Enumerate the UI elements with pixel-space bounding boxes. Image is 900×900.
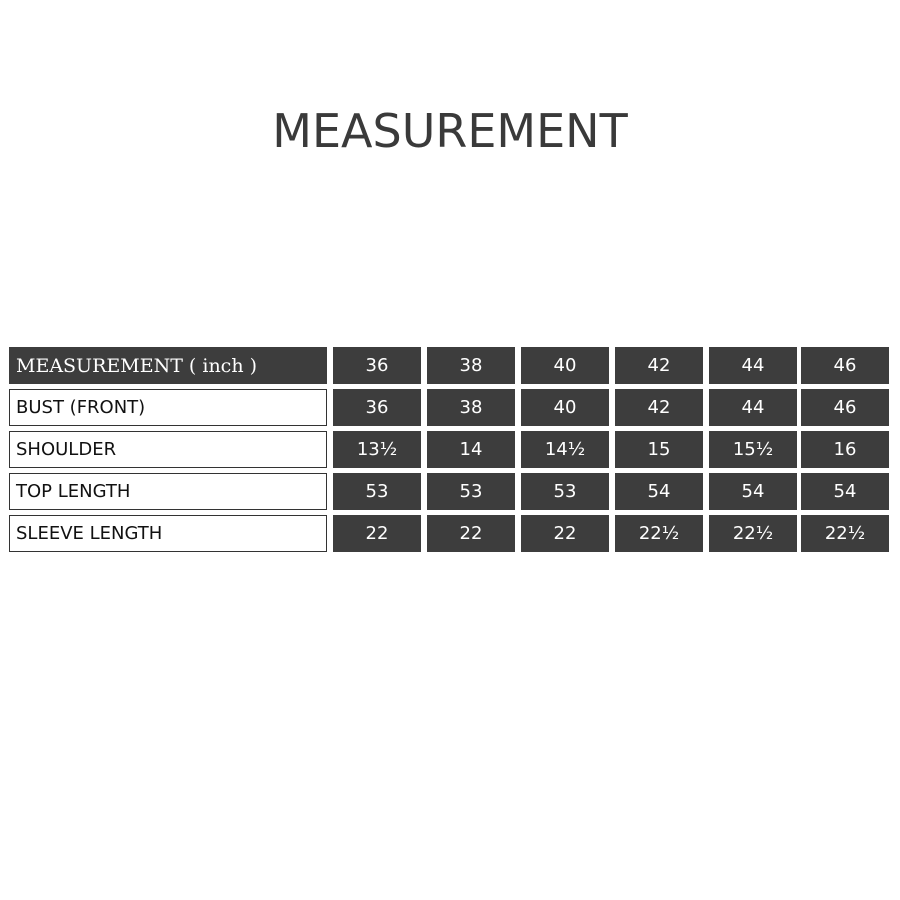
value-cell: 13½ [333, 431, 421, 468]
value-cell: 38 [427, 389, 515, 426]
value-cell: 40 [521, 389, 609, 426]
size-header-cell: 46 [801, 347, 889, 384]
value-cell: 15 [615, 431, 703, 468]
row-label: TOP LENGTH [9, 473, 327, 510]
value-cell: 44 [709, 389, 797, 426]
value-cell: 22½ [801, 515, 889, 552]
value-cell: 15½ [709, 431, 797, 468]
size-header-cell: 42 [615, 347, 703, 384]
row-label: SLEEVE LENGTH [9, 515, 327, 552]
value-cell: 53 [427, 473, 515, 510]
size-header-cell: 36 [333, 347, 421, 384]
value-cell: 22½ [709, 515, 797, 552]
value-cell: 14 [427, 431, 515, 468]
value-cell: 54 [709, 473, 797, 510]
value-cell: 16 [801, 431, 889, 468]
value-cell: 53 [333, 473, 421, 510]
value-cell: 22 [427, 515, 515, 552]
value-cell: 53 [521, 473, 609, 510]
value-cell: 54 [801, 473, 889, 510]
value-cell: 54 [615, 473, 703, 510]
page-title: MEASUREMENT [272, 104, 628, 158]
value-cell: 22 [521, 515, 609, 552]
row-label: SHOULDER [9, 431, 327, 468]
value-cell: 14½ [521, 431, 609, 468]
value-cell: 46 [801, 389, 889, 426]
size-header-cell: 44 [709, 347, 797, 384]
value-cell: 22 [333, 515, 421, 552]
value-cell: 22½ [615, 515, 703, 552]
size-header-cell: 40 [521, 347, 609, 384]
row-label: BUST (FRONT) [9, 389, 327, 426]
size-header-cell: 38 [427, 347, 515, 384]
header-label: MEASUREMENT ( inch ) [9, 347, 327, 384]
value-cell: 42 [615, 389, 703, 426]
value-cell: 36 [333, 389, 421, 426]
